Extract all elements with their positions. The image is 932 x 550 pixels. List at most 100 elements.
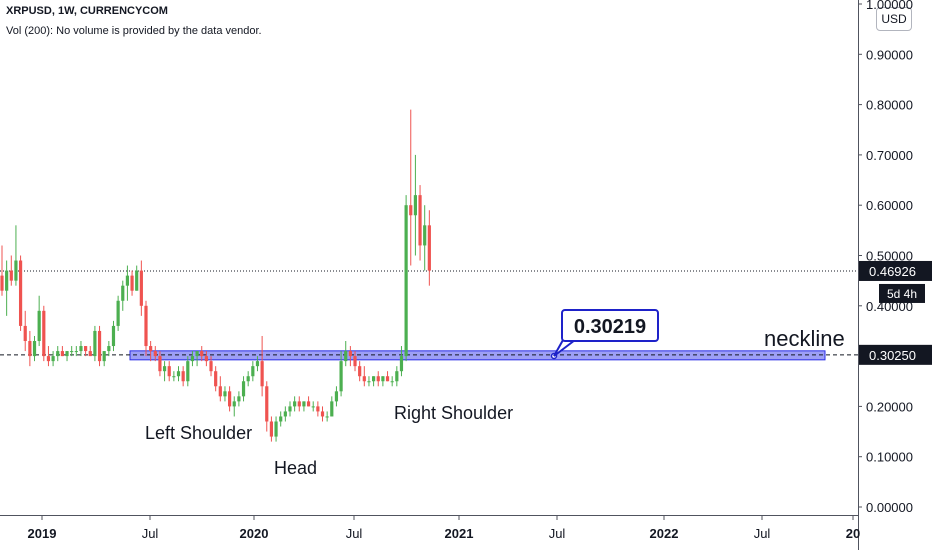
candle-body	[265, 386, 268, 421]
candle	[186, 356, 189, 386]
candle-body	[261, 361, 264, 386]
candle	[144, 301, 147, 356]
y-tick-label: 1.00000	[866, 0, 913, 12]
candle-body	[335, 391, 338, 401]
candle-body	[284, 411, 287, 416]
candle	[326, 411, 329, 421]
x-tick-label: 20	[846, 526, 860, 541]
last-price-label: 0.46926	[869, 264, 916, 279]
candle-body	[302, 401, 305, 406]
x-tick-label: Jul	[754, 526, 771, 541]
candle-body	[93, 331, 96, 356]
candle	[89, 346, 92, 356]
candle	[182, 366, 185, 386]
candle-body	[363, 376, 366, 381]
candle-body	[5, 271, 8, 291]
countdown-label: 5d 4h	[887, 287, 917, 301]
candle-body	[386, 376, 389, 381]
candle	[242, 376, 245, 401]
candle-body	[191, 356, 194, 361]
candle	[377, 371, 380, 386]
candle	[274, 416, 277, 441]
candle-body	[367, 381, 370, 382]
candle-body	[70, 351, 73, 352]
candle	[335, 386, 338, 406]
candle	[112, 321, 115, 351]
candle-body	[377, 376, 380, 381]
candle-body	[79, 346, 82, 351]
candle-body	[270, 421, 273, 436]
pattern-annotation: neckline	[764, 326, 845, 351]
candle-body	[219, 386, 222, 396]
x-tick-label: 2019	[28, 526, 57, 541]
y-tick-label: 0.80000	[866, 98, 913, 113]
x-tick-label: Jul	[549, 526, 566, 541]
candle-body	[339, 361, 342, 391]
candle-body	[381, 376, 384, 381]
x-tick-label: Jul	[142, 526, 159, 541]
candle	[42, 306, 45, 361]
candle-body	[349, 351, 352, 356]
candle-body	[251, 366, 254, 376]
candle	[386, 371, 389, 381]
candle-body	[405, 205, 408, 356]
candle	[14, 225, 17, 285]
candle-body	[242, 381, 245, 396]
candle	[121, 281, 124, 311]
y-tick-label: 0.60000	[866, 198, 913, 213]
candle	[247, 371, 250, 386]
candle	[312, 401, 315, 411]
candle	[251, 361, 254, 381]
candle	[265, 381, 268, 431]
candle-body	[51, 356, 54, 361]
candle-body	[312, 406, 315, 407]
candle	[140, 261, 143, 316]
y-tick-label: 0.10000	[866, 450, 913, 465]
candle-body	[19, 261, 22, 326]
candle-body	[214, 371, 217, 386]
candle-body	[279, 416, 282, 421]
candle-body	[182, 371, 185, 381]
candle-body	[65, 351, 68, 356]
candle	[414, 155, 417, 256]
candle-body	[144, 306, 147, 346]
candle	[395, 366, 398, 386]
candle	[5, 261, 8, 316]
candle-body	[428, 225, 431, 270]
candle	[214, 366, 217, 391]
candle-body	[400, 356, 403, 371]
candle-body	[209, 361, 212, 371]
candle-body	[307, 401, 310, 406]
candle	[33, 336, 36, 361]
candle	[28, 331, 31, 366]
candle-body	[233, 401, 236, 406]
candle-body	[47, 356, 50, 361]
candle	[372, 376, 375, 386]
candle	[237, 391, 240, 406]
candle	[168, 361, 171, 381]
candle-body	[237, 396, 240, 401]
candle-body	[168, 366, 171, 376]
neckline-price-label: 0.30250	[869, 348, 916, 363]
candle-body	[103, 351, 106, 361]
candle	[321, 406, 324, 421]
candle	[93, 326, 96, 361]
candle	[423, 205, 426, 270]
candle-body	[28, 341, 31, 356]
candle-body	[38, 311, 41, 341]
candle-body	[135, 271, 138, 291]
candle	[261, 336, 264, 396]
candle-body	[140, 271, 143, 306]
candle-body	[288, 406, 291, 411]
candle	[172, 371, 175, 381]
callout-label: 0.30219	[574, 316, 646, 338]
candle-body	[423, 225, 426, 245]
x-tick-label: 2021	[445, 526, 474, 541]
candle	[233, 396, 236, 416]
candle	[349, 346, 352, 366]
candle	[163, 361, 166, 381]
candle-body	[24, 326, 27, 341]
candle	[61, 346, 64, 356]
candle	[65, 351, 68, 361]
